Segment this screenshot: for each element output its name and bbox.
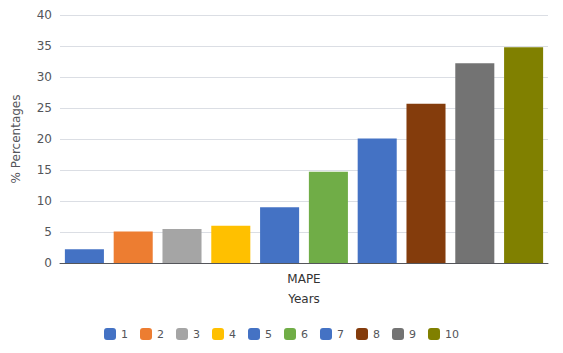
- svg-text:15: 15: [37, 163, 52, 177]
- svg-text:6: 6: [301, 328, 308, 341]
- svg-text:2: 2: [157, 328, 164, 341]
- svg-text:20: 20: [37, 132, 52, 146]
- svg-text:8: 8: [373, 328, 380, 341]
- svg-text:5: 5: [265, 328, 272, 341]
- svg-text:10: 10: [445, 328, 459, 341]
- svg-text:1: 1: [121, 328, 128, 341]
- svg-text:35: 35: [37, 39, 52, 53]
- svg-text:9: 9: [409, 328, 416, 341]
- svg-text:MAPE: MAPE: [287, 272, 320, 286]
- svg-text:4: 4: [229, 328, 236, 341]
- svg-text:7: 7: [337, 328, 344, 341]
- svg-text:% Percentages: % Percentages: [9, 95, 23, 184]
- svg-text:Years: Years: [287, 292, 320, 306]
- svg-text:5: 5: [44, 225, 52, 239]
- svg-text:40: 40: [37, 8, 52, 22]
- svg-text:10: 10: [37, 194, 52, 208]
- svg-text:30: 30: [37, 70, 52, 84]
- svg-text:0: 0: [44, 256, 52, 270]
- svg-text:25: 25: [37, 101, 52, 115]
- svg-text:3: 3: [193, 328, 200, 341]
